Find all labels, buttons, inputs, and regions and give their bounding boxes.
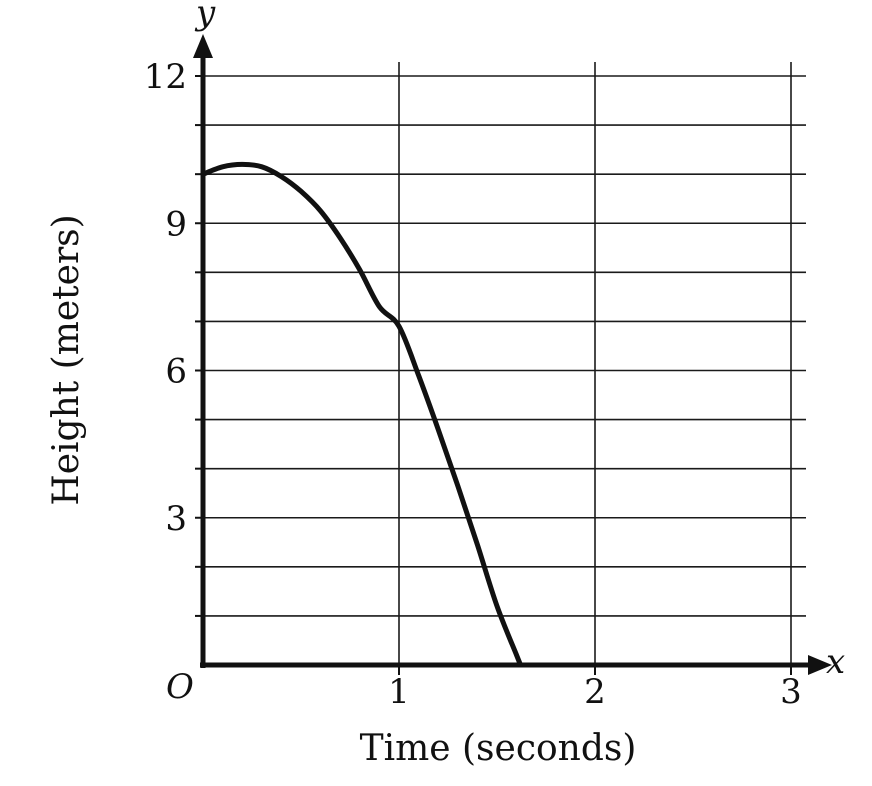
y-tick-label: 9	[165, 204, 187, 244]
x-axis-title: Time (seconds)	[360, 728, 637, 769]
axes	[193, 34, 832, 675]
axis-ticks	[195, 75, 792, 675]
origin-label: O	[166, 667, 194, 707]
y-tick-label: 3	[165, 499, 187, 539]
grid	[203, 62, 806, 665]
x-axis-arrowhead	[808, 655, 832, 675]
x-tick-label: 2	[584, 672, 606, 712]
y-tick-label: 6	[165, 352, 187, 392]
y-axis-letter: y	[194, 0, 216, 33]
y-axis-arrowhead	[193, 34, 213, 58]
x-tick-label: 1	[388, 672, 410, 712]
y-tick-label: 12	[144, 57, 187, 97]
x-axis-letter: x	[826, 642, 845, 682]
height-curve	[200, 161, 523, 668]
x-tick-label: 3	[780, 672, 802, 712]
y-axis-title: Height (meters)	[46, 214, 87, 505]
